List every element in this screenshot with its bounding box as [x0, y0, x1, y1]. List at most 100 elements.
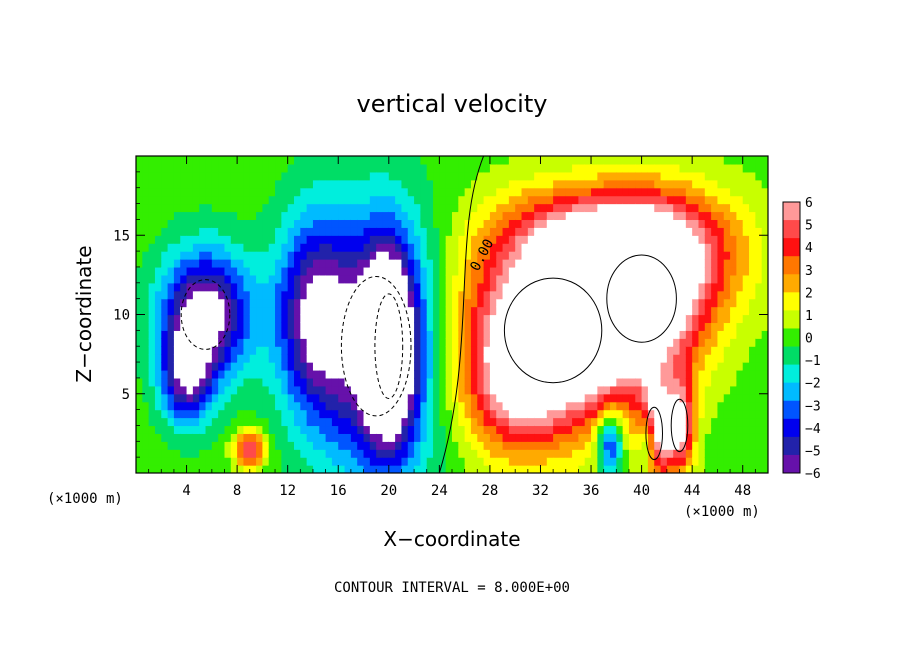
heatmap-cell: [414, 251, 421, 260]
heatmap-cell: [616, 314, 624, 324]
heatmap-cell: [673, 322, 681, 331]
heatmap-cell: [376, 409, 384, 419]
heatmap-cell: [249, 156, 257, 165]
heatmap-cell: [407, 330, 415, 339]
heatmap-cell: [628, 322, 636, 331]
heatmap-cell: [420, 322, 428, 331]
heatmap-cell: [148, 227, 156, 236]
heatmap-cell: [660, 187, 668, 197]
heatmap-cell: [420, 211, 428, 221]
heatmap-cell: [736, 425, 744, 434]
heatmap-cell: [312, 314, 320, 324]
heatmap-cell: [534, 362, 542, 371]
heatmap-cell: [622, 298, 630, 308]
heatmap-cell: [256, 219, 263, 228]
heatmap-cell: [685, 187, 693, 197]
heatmap-cell: [603, 259, 611, 268]
heatmap-cell: [527, 346, 535, 355]
heatmap-cell: [755, 163, 763, 173]
heatmap-cell: [477, 369, 485, 379]
heatmap-cell: [205, 259, 213, 268]
heatmap-cell: [136, 298, 143, 308]
heatmap-cell: [230, 401, 238, 411]
heatmap-cell: [502, 457, 510, 466]
heatmap-cell: [325, 187, 333, 197]
heatmap-cell: [578, 259, 586, 268]
heatmap-cell: [281, 354, 289, 363]
heatmap-cell: [660, 385, 668, 395]
heatmap-cell: [711, 259, 719, 268]
heatmap-cell: [628, 156, 636, 165]
heatmap-cell: [628, 409, 636, 419]
heatmap-cell: [357, 187, 365, 197]
heatmap-cell: [559, 338, 567, 347]
heatmap-cell: [426, 156, 434, 165]
heatmap-cell: [369, 235, 377, 244]
heatmap-cell: [692, 282, 700, 292]
heatmap-cell: [407, 282, 415, 292]
heatmap-cell: [572, 354, 579, 363]
heatmap-cell: [647, 306, 655, 316]
heatmap-cell: [483, 457, 491, 466]
heatmap-cell: [584, 219, 592, 228]
heatmap-cell: [338, 338, 346, 347]
heatmap-cell: [230, 219, 238, 228]
heatmap-cell: [540, 362, 548, 371]
heatmap-cell: [458, 425, 466, 434]
heatmap-cell: [565, 393, 573, 403]
heatmap-cell: [237, 203, 245, 213]
heatmap-cell: [685, 266, 693, 276]
colorbar-swatch: [783, 292, 800, 311]
heatmap-cell: [464, 465, 472, 473]
heatmap-cell: [546, 354, 554, 363]
heatmap-cell: [704, 330, 712, 339]
heatmap-cell: [148, 346, 156, 355]
heatmap-cell: [546, 266, 554, 276]
heatmap-cell: [527, 433, 535, 442]
heatmap-cell: [616, 393, 624, 403]
heatmap-cell: [527, 266, 535, 276]
heatmap-cell: [439, 465, 447, 473]
heatmap-cell: [515, 346, 523, 355]
heatmap-cell: [666, 290, 674, 300]
heatmap-cell: [414, 187, 421, 197]
heatmap-cell: [654, 441, 662, 450]
heatmap-cell: [426, 441, 434, 450]
heatmap-cell: [205, 211, 213, 221]
heatmap-cell: [470, 171, 478, 181]
heatmap-cell: [331, 322, 339, 331]
heatmap-cell: [603, 417, 611, 427]
heatmap-cell: [464, 251, 472, 260]
heatmap-cell: [312, 235, 320, 244]
heatmap-cell: [173, 306, 181, 316]
heatmap-cell: [167, 401, 175, 411]
heatmap-cell: [420, 235, 428, 244]
heatmap-cell: [470, 259, 478, 268]
heatmap-cell: [641, 369, 649, 379]
heatmap-cell: [388, 433, 396, 442]
heatmap-cell: [287, 211, 295, 221]
heatmap-cell: [192, 417, 200, 427]
heatmap-cell: [173, 156, 181, 165]
heatmap-cell: [477, 330, 485, 339]
heatmap-cell: [635, 433, 643, 442]
heatmap-cell: [439, 401, 447, 411]
heatmap-cell: [559, 362, 567, 371]
heatmap-cell: [565, 251, 573, 260]
heatmap-cell: [584, 322, 592, 331]
heatmap-cell: [679, 385, 687, 395]
heatmap-cell: [136, 401, 143, 411]
heatmap-cell: [660, 330, 668, 339]
heatmap-cell: [344, 306, 352, 316]
heatmap-cell: [401, 457, 409, 466]
heatmap-cell: [148, 235, 156, 244]
heatmap-cell: [502, 330, 510, 339]
heatmap-cell: [685, 449, 693, 458]
heatmap-cell: [350, 290, 358, 300]
heatmap-cell: [628, 417, 636, 427]
heatmap-cell: [641, 203, 649, 213]
heatmap-cell: [578, 417, 586, 427]
heatmap-cell: [237, 314, 245, 324]
heatmap-cell: [654, 457, 662, 466]
heatmap-cell: [603, 171, 611, 181]
